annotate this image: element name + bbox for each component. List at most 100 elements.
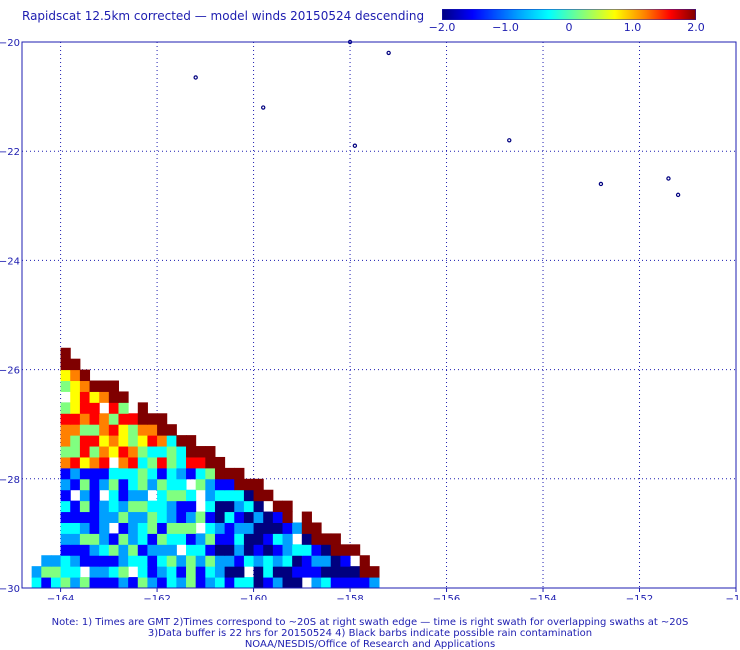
wind-cell (263, 577, 274, 589)
wind-cell (292, 544, 303, 556)
wind-cell (243, 500, 255, 513)
wind-cell (330, 566, 341, 578)
wind-cell (118, 413, 129, 425)
wind-cell (157, 544, 168, 556)
map-axes: −164 −162 −160 −158 −156 −154 −152 −15 −20 −22 −24… (0, 38, 740, 600)
wind-cell (253, 489, 264, 502)
wind-cell (60, 500, 71, 513)
wind-cell (60, 380, 71, 392)
wind-cell (147, 467, 158, 480)
y-tick-label: −26 (0, 366, 20, 377)
wind-cell (89, 380, 100, 392)
wind-cell (330, 533, 341, 545)
wind-cell (60, 446, 71, 458)
wind-cell (253, 478, 264, 491)
wind-cell (205, 446, 216, 458)
wind-cell (147, 500, 158, 513)
wind-cell (186, 489, 197, 502)
wind-cell (166, 489, 177, 502)
wind-cell (60, 369, 71, 382)
wind-cell (137, 456, 148, 469)
wind-cell (263, 511, 274, 523)
wind-cell (79, 478, 91, 491)
wind-cell (31, 566, 42, 578)
wind-cell (70, 511, 81, 523)
wind-cell (205, 522, 216, 534)
note-line-2: 3)Data buffer is 22 hrs for 20150524 4) … (147, 628, 593, 639)
wind-cell (272, 555, 284, 567)
wind-cell (234, 489, 245, 502)
wind-cell (70, 391, 81, 403)
wind-cell (137, 467, 148, 480)
wind-cell (99, 500, 110, 513)
wind-cell (108, 380, 119, 392)
y-tick-label: −20 (0, 38, 20, 49)
wind-cell (243, 544, 255, 556)
wind-cell (118, 577, 129, 589)
wind-cell (205, 544, 216, 556)
wind-cell (282, 555, 293, 567)
wind-cell (166, 566, 177, 578)
wind-cell (99, 522, 110, 534)
wind-cell (292, 566, 303, 578)
wind-cell (253, 577, 264, 589)
wind-cell (99, 380, 110, 392)
wind-cell (214, 467, 226, 480)
wind-cell (157, 413, 168, 425)
wind-cell (60, 456, 71, 469)
wind-cell (186, 577, 197, 589)
wind-cell (340, 566, 351, 578)
plot-frame (21, 41, 737, 589)
wind-cell (243, 555, 255, 567)
wind-cell (89, 577, 100, 589)
wind-cell (166, 478, 177, 491)
wind-cell (186, 533, 197, 545)
wind-cell (128, 478, 139, 491)
wind-cell (89, 391, 100, 403)
wind-cell (108, 478, 119, 491)
wind-cell (50, 577, 62, 589)
wind-cell (79, 380, 91, 392)
wind-cell (108, 577, 119, 589)
wind-cell (205, 555, 216, 567)
wind-cell (166, 435, 177, 447)
wind-cell (70, 478, 81, 491)
wind-cell (108, 402, 119, 414)
wind-cell (350, 577, 361, 589)
island-outline (352, 143, 358, 148)
wind-cell (166, 446, 177, 458)
wind-cell (186, 544, 197, 556)
wind-cell (41, 555, 52, 567)
wind-cell (224, 478, 235, 491)
wind-cell (108, 413, 119, 425)
wind-cell (137, 522, 148, 534)
wind-cell (60, 478, 71, 491)
wind-cell (176, 566, 187, 578)
wind-cell (60, 402, 71, 414)
island-outline (193, 75, 198, 80)
wind-cell (99, 456, 110, 469)
wind-cell (99, 391, 110, 403)
wind-cell (243, 478, 255, 491)
wind-cell (321, 555, 332, 567)
wind-cell (70, 533, 81, 545)
wind-cell (195, 577, 206, 589)
x-tick-label: −160 (240, 594, 267, 600)
x-tick-label: −15 (725, 594, 740, 600)
wind-cell (195, 467, 206, 480)
wind-cell (60, 577, 71, 589)
wind-cell (137, 446, 148, 458)
wind-cell (118, 544, 129, 556)
wind-cell (205, 500, 216, 513)
wind-cell (166, 522, 177, 534)
y-tick-label: −24 (0, 256, 20, 267)
wind-cell (205, 478, 216, 491)
wind-cell (137, 566, 148, 578)
wind-cell (137, 435, 148, 447)
wind-cell (147, 446, 158, 458)
wind-cell (137, 478, 148, 491)
wind-cell (224, 533, 235, 545)
wind-cell (128, 467, 139, 480)
wind-cell (147, 511, 158, 523)
wind-cell (195, 533, 206, 545)
